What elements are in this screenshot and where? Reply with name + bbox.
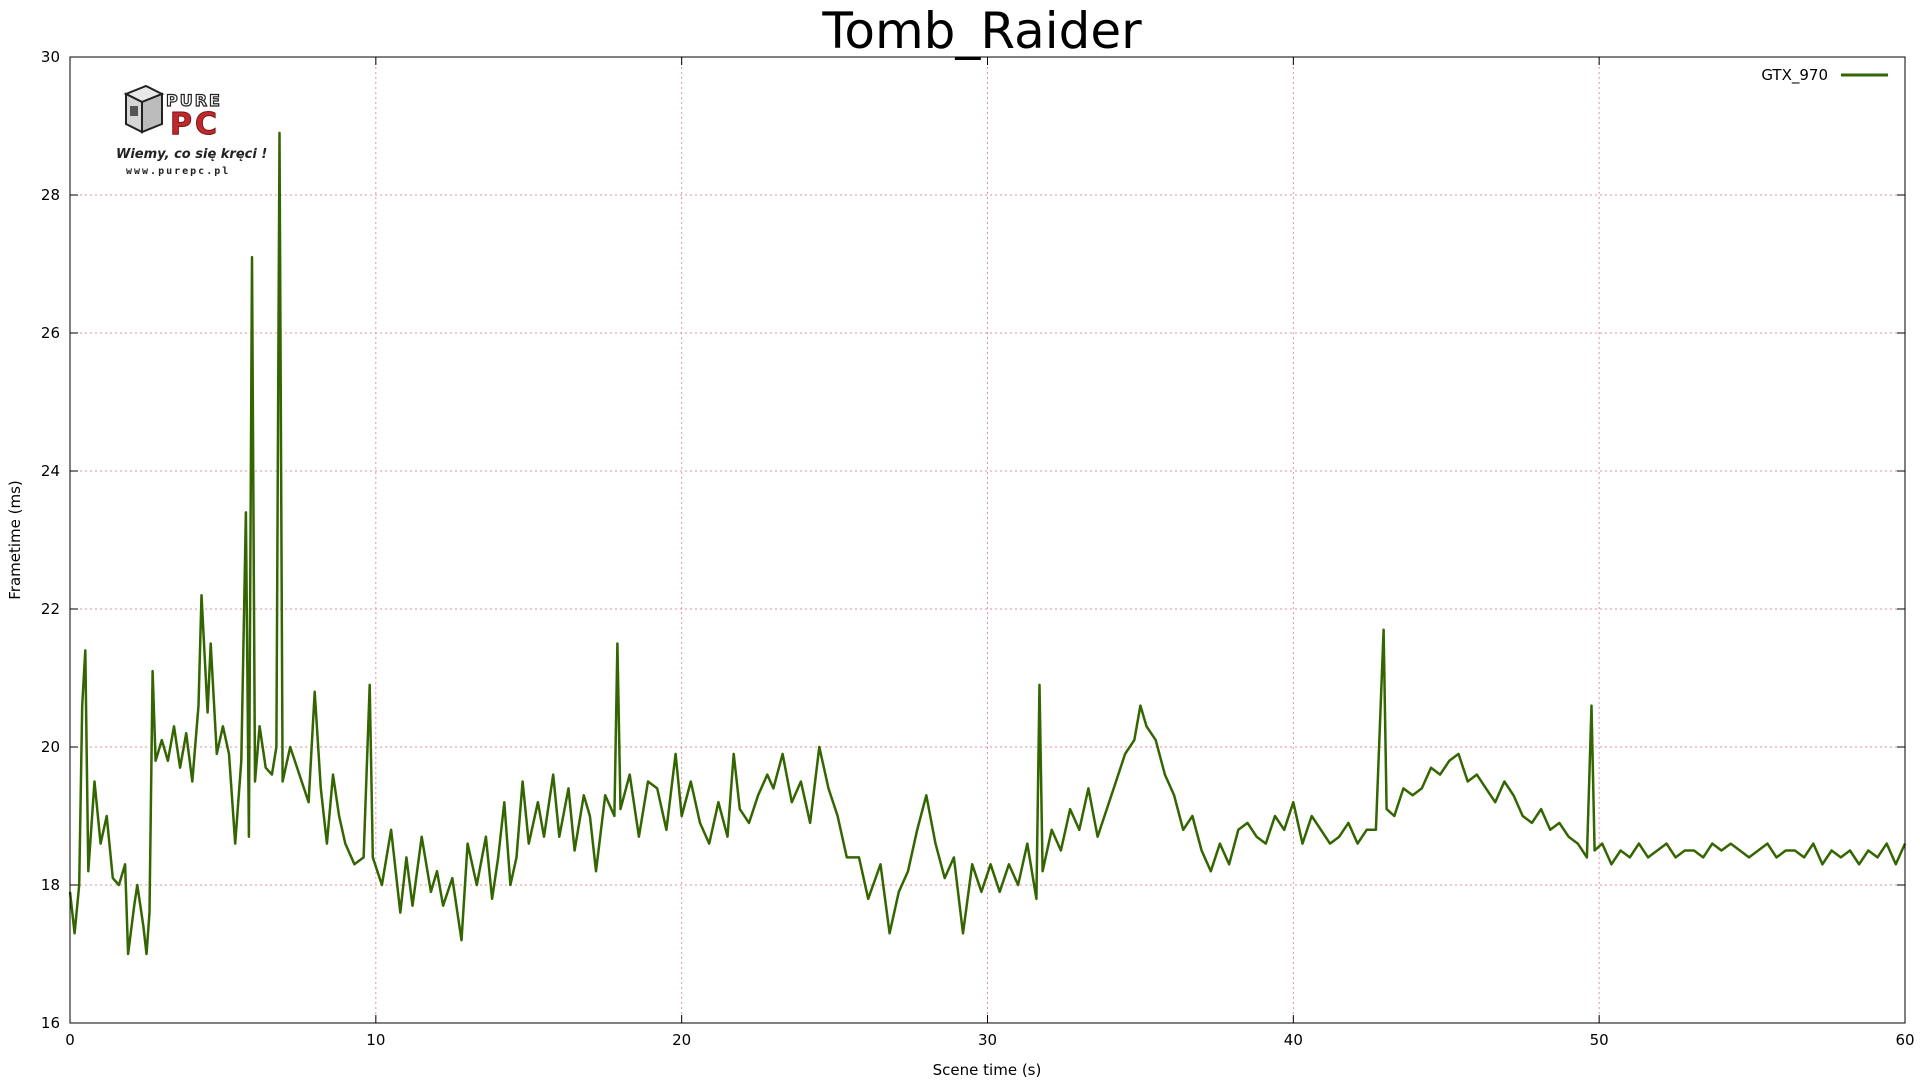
x-tick-label: 0 xyxy=(65,1031,75,1049)
logo-slogan: Wiemy, co się kręci ! xyxy=(116,147,267,162)
x-tick-label: 20 xyxy=(672,1031,691,1049)
legend-label: GTX_970 xyxy=(1761,66,1828,85)
logo-url: www.purepc.pl xyxy=(126,166,230,177)
x-tick-label: 10 xyxy=(366,1031,385,1049)
y-axis-label: Frametime (ms) xyxy=(6,480,24,600)
y-tick-label: 24 xyxy=(41,462,60,480)
logo-brand-top: PURE xyxy=(166,91,222,110)
axis-tick-labels: 0 10 20 30 40 50 60 16 18 20 22 24 26 28 30 xyxy=(41,48,1915,1049)
y-tick-label: 26 xyxy=(41,324,60,342)
x-tick-label: 30 xyxy=(978,1031,997,1049)
y-tick-label: 16 xyxy=(41,1014,60,1032)
y-tick-label: 18 xyxy=(41,876,60,894)
series-layer xyxy=(68,131,1907,956)
y-tick-label: 30 xyxy=(41,48,60,66)
chart-title: Tomb_Raider xyxy=(821,2,1142,60)
plot-frame xyxy=(69,56,1906,1024)
purepc-box-icon xyxy=(123,84,165,134)
purepc-logo: PURE PC Wiemy, co się kręci ! www.purepc… xyxy=(116,84,267,177)
x-tick-label: 60 xyxy=(1895,1031,1914,1049)
y-tick-label: 20 xyxy=(41,738,60,756)
x-tick-label: 40 xyxy=(1284,1031,1303,1049)
series-line-gtx-970 xyxy=(68,131,1907,956)
y-tick-label: 22 xyxy=(41,600,60,618)
x-tick-label: 50 xyxy=(1590,1031,1609,1049)
legend: GTX_970 xyxy=(1761,66,1888,85)
logo-brand-main: PC xyxy=(170,107,220,142)
grid-lines xyxy=(70,57,1905,1023)
y-tick-label: 28 xyxy=(41,186,60,204)
x-axis-label: Scene time (s) xyxy=(933,1061,1042,1079)
